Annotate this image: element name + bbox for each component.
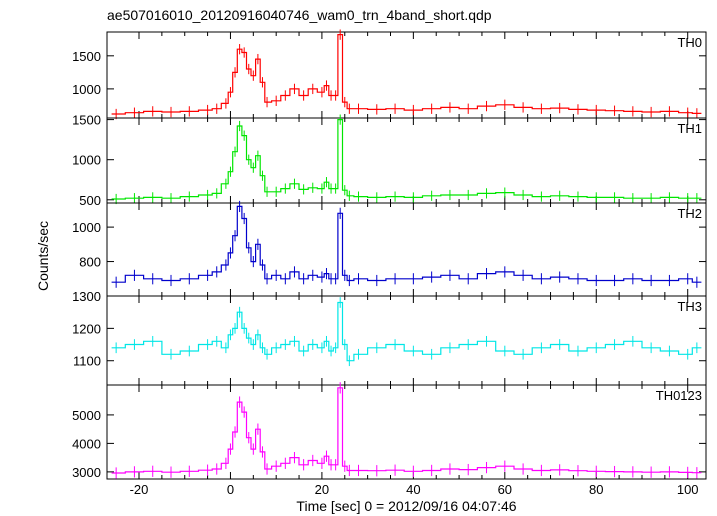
y-tick-label: 1100	[73, 354, 101, 369]
panel-label: TH3	[677, 299, 702, 314]
panel-th2: TH2 800 1000	[72, 200, 707, 297]
y-tick-label: 1000	[72, 153, 101, 168]
series-line-th0	[111, 34, 702, 115]
x-tick-label: 100	[677, 482, 699, 497]
y-tick-label: 4000	[72, 436, 101, 451]
panel-label: TH1	[677, 121, 702, 136]
panel-th1: TH1 500 1000 1500	[72, 113, 707, 208]
y-tick-label: 3000	[72, 465, 101, 480]
y-tick-label: 500	[79, 193, 101, 208]
series-line-th0123	[111, 387, 702, 474]
y-tick-label: 1000	[72, 220, 101, 235]
panel-frame	[106, 384, 707, 480]
y-tick-label: 5000	[72, 408, 101, 423]
x-tick-label: 60	[498, 482, 512, 497]
x-tick-label: 40	[406, 482, 420, 497]
y-tick-label: 1500	[72, 113, 101, 128]
panel-label: TH2	[677, 206, 702, 221]
panel-label: TH0123	[656, 388, 702, 403]
y-axis-label: Counts/sec	[35, 221, 51, 291]
y-tick-label: 1500	[72, 49, 101, 64]
x-axis-label: Time [sec] 0 = 2012/09/16 04:07:46	[296, 498, 516, 514]
panel-label: TH0	[677, 35, 702, 50]
y-tick-label: 1200	[72, 321, 101, 336]
chart-title: ae507016010_20120916040746_wam0_trn_4ban…	[107, 7, 492, 23]
x-tick-label: 0	[227, 482, 234, 497]
panel-th0123: TH0123 3000 4000 5000	[72, 382, 707, 480]
y-tick-label: 1000	[72, 82, 101, 97]
x-tick-label: 20	[315, 482, 329, 497]
x-tick-label: 80	[589, 482, 603, 497]
x-tick-label: -20	[130, 482, 149, 497]
y-tick-label: 1300	[72, 289, 101, 304]
y-tick-label: 800	[79, 255, 101, 270]
chart-panels: TH0 1000 1500 TH1 500 1000 1500 TH2 800 1000 TH3 11…	[72, 29, 707, 480]
